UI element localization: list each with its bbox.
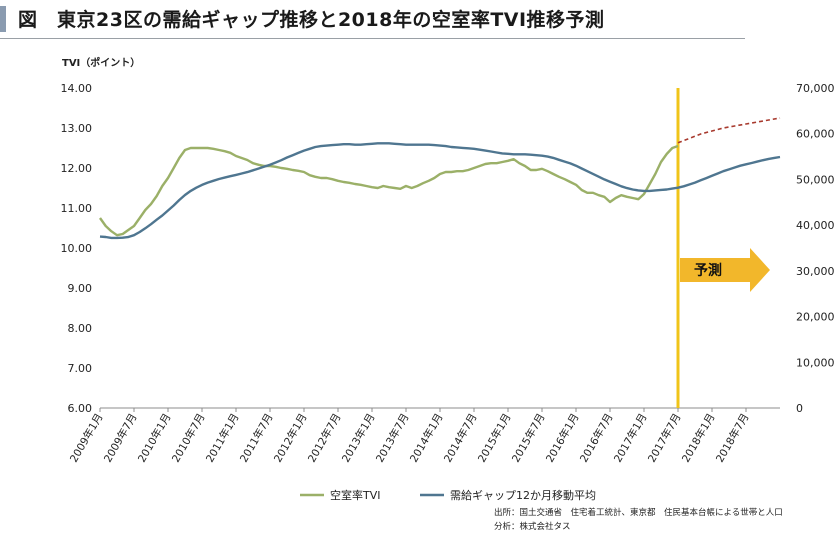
x-tick-label: 2018年1月 xyxy=(679,411,717,465)
left-tick-label: 11.00 xyxy=(61,202,93,215)
x-tick-label: 2014年7月 xyxy=(441,411,479,465)
title-bar: 図 東京23区の需給ギャップ推移と2018年の空室率TVI推移予測 xyxy=(0,0,745,39)
right-tick-label: 60,000 xyxy=(796,128,835,141)
x-tick-label: 2011年1月 xyxy=(203,411,241,465)
x-tick-label: 2015年7月 xyxy=(509,411,547,465)
right-tick-label: 70,000 xyxy=(796,82,835,95)
x-tick-label: 2017年1月 xyxy=(611,411,649,465)
left-tick-label: 10.00 xyxy=(61,242,93,255)
legend: 空室率TVI 需給ギャップ12か月移動平均 xyxy=(300,488,596,502)
right-tick-label: 20,000 xyxy=(796,311,835,324)
forecast-dashed-line xyxy=(677,117,781,144)
right-tick-label: 40,000 xyxy=(796,219,835,232)
right-tick-label: 10,000 xyxy=(796,356,835,369)
series-lines xyxy=(99,117,781,240)
source-text: 出所：国土交通省 住宅着工統計、東京都 住民基本台帳による世帯と人口 xyxy=(494,507,783,518)
forecast-label: 予測 xyxy=(694,262,722,279)
x-tick-label: 2018年7月 xyxy=(713,411,751,465)
legend-label: 需給ギャップ12か月移動平均 xyxy=(450,488,596,502)
x-tick-label: 2010年1月 xyxy=(135,411,173,465)
analysis-text: 分析：株式会社タス xyxy=(494,521,571,532)
right-axis-ticks: 0 10,000 20,000 30,000 40,000 50,000 60,000 70,… xyxy=(796,82,835,415)
x-tick-label: 2013年7月 xyxy=(373,411,411,465)
x-tick-label: 2014年1月 xyxy=(407,411,445,465)
x-tick-label: 2016年7月 xyxy=(577,411,615,465)
supply-demand-gap-line xyxy=(99,142,781,240)
x-tick-label: 2009年1月 xyxy=(67,411,105,465)
right-tick-label: 0 xyxy=(796,402,803,415)
left-tick-label: 7.00 xyxy=(68,362,93,375)
legend-label: 空室率TVI xyxy=(330,488,381,502)
left-tick-label: 8.00 xyxy=(68,322,93,335)
left-tick-label: 6.00 xyxy=(68,402,93,415)
x-tick-label: 2017年7月 xyxy=(645,411,683,465)
right-tick-label: 30,000 xyxy=(796,265,835,278)
forecast-arrow xyxy=(680,248,770,292)
left-tick-label: 12.00 xyxy=(61,162,93,175)
x-tick-label: 2015年1月 xyxy=(475,411,513,465)
x-tick-label: 2010年7月 xyxy=(169,411,207,465)
x-axis-ticks: 2009年1月2009年7月2010年1月2010年7月2011年1月2011年… xyxy=(67,408,752,465)
chart-title: 図 東京23区の需給ギャップ推移と2018年の空室率TVI推移予測 xyxy=(18,9,605,31)
left-tick-label: 13.00 xyxy=(61,122,93,135)
x-tick-label: 2016年1月 xyxy=(543,411,581,465)
vacancy-tvi-line xyxy=(99,144,679,237)
x-tick-label: 2012年1月 xyxy=(271,411,309,465)
left-tick-label: 9.00 xyxy=(68,282,93,295)
forecast-region: 予測 xyxy=(676,88,770,408)
left-axis-unit-label: TVI（ポイント） xyxy=(62,56,140,69)
x-tick-label: 2009年7月 xyxy=(101,411,139,465)
x-tick-label: 2013年1月 xyxy=(339,411,377,465)
title-accent-bar xyxy=(0,6,6,32)
left-axis-ticks: 6.00 7.00 8.00 9.00 10.00 11.00 12.00 13.00 14.0… xyxy=(61,82,93,415)
x-tick-label: 2012年7月 xyxy=(305,411,343,465)
x-tick-label: 2011年7月 xyxy=(237,411,275,465)
right-tick-label: 50,000 xyxy=(796,173,835,186)
left-tick-label: 14.00 xyxy=(61,82,93,95)
